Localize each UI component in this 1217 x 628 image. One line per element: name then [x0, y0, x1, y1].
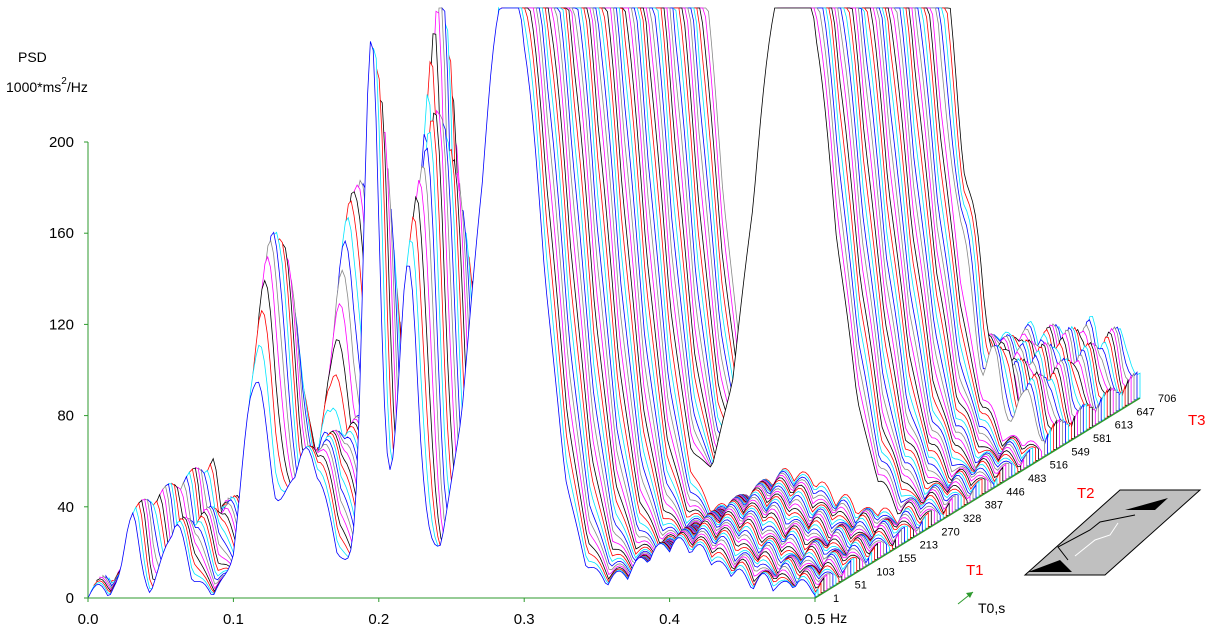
y-tick-label: 0 — [66, 590, 74, 607]
depth-tick-label: 1 — [833, 593, 839, 605]
segment-label-t3: T3 — [1188, 412, 1206, 429]
x-tick-label: 0.4 — [659, 611, 680, 628]
x-tick-label: 0.0 — [78, 611, 99, 628]
segment-label-t1: T1 — [966, 562, 984, 579]
x-tick-label: 0.5 — [805, 611, 826, 628]
depth-label: T0,s — [978, 600, 1005, 616]
psd-curve — [87, 7, 816, 599]
depth-tick-label: 446 — [1006, 486, 1024, 498]
depth-tick-label: 549 — [1071, 446, 1089, 458]
y-label-unit: 1000*ms2/Hz — [6, 76, 88, 95]
depth-tick-label: 103 — [876, 566, 894, 578]
depth-arrow-head — [966, 592, 973, 598]
depth-tick-label: 483 — [1028, 473, 1046, 485]
depth-tick-label: 581 — [1093, 433, 1111, 445]
x-ticks: 0.0 0.1 0.2 0.3 0.4 0.5 — [78, 598, 826, 628]
x-label: Hz — [830, 610, 847, 626]
x-tick-label: 0.3 — [514, 611, 535, 628]
y-label-psd: PSD — [18, 49, 47, 65]
x-tick-label: 0.2 — [368, 611, 389, 628]
depth-tick-label: 706 — [1158, 393, 1176, 405]
y-tick-label: 40 — [57, 499, 74, 516]
depth-axis — [814, 397, 1141, 599]
depth-tick-label: 387 — [985, 500, 1003, 512]
depth-tick-label: 328 — [963, 513, 981, 525]
depth-tick-label: 647 — [1136, 406, 1154, 418]
depth-tick-label: 51 — [855, 580, 867, 592]
y-tick-label: 200 — [49, 134, 74, 151]
y-tick-label: 80 — [57, 408, 74, 425]
y-tick-label: 120 — [49, 316, 74, 333]
psd-surface — [87, 6, 1141, 599]
x-tick-label: 0.1 — [223, 611, 244, 628]
depth-tick-label: 213 — [920, 540, 938, 552]
orientation-inset — [1023, 489, 1202, 576]
depth-tick-label: 613 — [1115, 420, 1133, 432]
y-ticks: 0 40 80 120 160 200 — [49, 134, 88, 607]
y-tick-label: 160 — [49, 225, 74, 242]
depth-tick-label: 155 — [898, 553, 916, 565]
depth-tick-label: 516 — [1050, 460, 1068, 472]
segment-label-t2: T2 — [1077, 485, 1095, 502]
depth-tick-label: 270 — [941, 526, 959, 538]
